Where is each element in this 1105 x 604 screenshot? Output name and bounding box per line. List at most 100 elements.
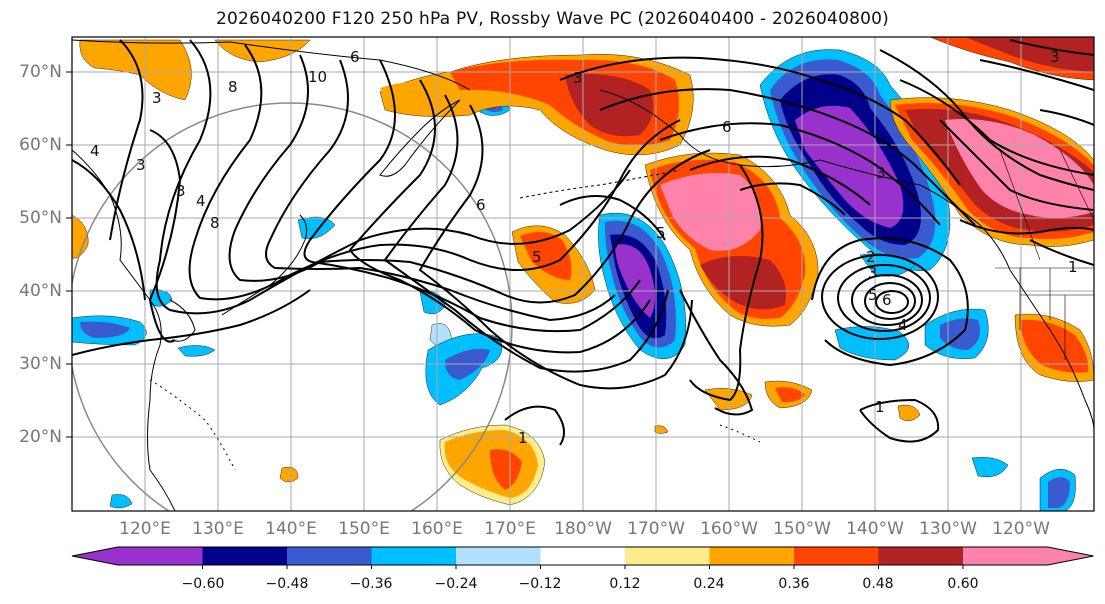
pv-contour xyxy=(1029,239,1094,266)
contour-label: 3 xyxy=(876,164,886,182)
pv-contour xyxy=(859,398,940,443)
coastline-korea xyxy=(169,299,196,342)
contour-label: 5 xyxy=(656,224,666,242)
colorbar-tick-label: 0.12 xyxy=(609,576,641,592)
pv-contour xyxy=(939,119,1094,211)
colorbar-swatch xyxy=(371,547,457,565)
lon-label-180w: 180°W xyxy=(554,519,612,539)
contour-label: 3 xyxy=(1050,48,1060,66)
axis-ticks xyxy=(66,71,72,438)
pv-contour xyxy=(155,39,631,315)
pv-contour xyxy=(109,39,144,241)
contour-label: 1 xyxy=(875,398,885,416)
contour-label: 6 xyxy=(476,196,486,214)
pv-contour xyxy=(1039,109,1094,126)
contour-label: 2 xyxy=(866,248,876,266)
colorbar-swatch xyxy=(963,547,1048,565)
pv-contour xyxy=(148,129,182,343)
pv-contour xyxy=(303,59,641,333)
pv-contour xyxy=(689,155,871,206)
coastline-alaska xyxy=(599,89,1011,271)
pv-contour xyxy=(418,104,693,390)
lon-label-130w: 130°W xyxy=(919,519,977,539)
colorbar-tick-label: −0.12 xyxy=(518,576,562,592)
lat-label-30n: 30°N xyxy=(19,354,62,374)
pv-contour xyxy=(899,79,1094,176)
colorbar-tick-label: 0.48 xyxy=(862,576,894,592)
pv-contours xyxy=(72,39,1094,446)
contour-label: 6 xyxy=(882,291,892,309)
pv-contour xyxy=(265,59,616,322)
coastline-asia xyxy=(72,149,176,511)
lon-label-170e: 170°E xyxy=(484,519,536,539)
colorbar-tick-label: −0.60 xyxy=(181,576,225,592)
contour-label: 3 xyxy=(573,69,583,87)
pv-region-positive xyxy=(490,449,522,490)
lat-label-20n: 20°N xyxy=(19,427,62,447)
pv-contour xyxy=(228,54,711,304)
pv-contour xyxy=(679,289,754,416)
pv-region-positive xyxy=(654,425,669,434)
pv-region-positive xyxy=(279,466,299,483)
pv-region-negative xyxy=(109,494,133,509)
pv-contour xyxy=(599,88,976,226)
contour-label: 3 xyxy=(136,156,146,174)
pv-region-negative xyxy=(149,289,173,307)
lat-label-40n: 40°N xyxy=(19,281,62,301)
coastline-aleutians xyxy=(519,169,681,199)
contour-label: 8 xyxy=(228,78,238,96)
contour-label: 3 xyxy=(868,264,878,282)
contour-label: 6 xyxy=(722,118,732,136)
colorbar-swatch xyxy=(456,547,541,565)
contour-label: 1 xyxy=(1068,258,1078,276)
coastline-japan xyxy=(221,214,308,316)
colorbar-tick-label: −0.24 xyxy=(434,576,478,592)
colorbar-swatch xyxy=(878,547,964,565)
contour-label: 8 xyxy=(210,214,220,232)
pv-region-negative xyxy=(795,105,904,228)
contour-label: 6 xyxy=(350,48,360,66)
colorbar-swatch xyxy=(287,547,372,565)
pv-region-negative xyxy=(971,457,1009,478)
lon-label-140e: 140°E xyxy=(265,519,317,539)
colorbar-tick-label: −0.36 xyxy=(349,576,393,592)
pv-region-positive xyxy=(565,74,654,137)
lon-label-130e: 130°E xyxy=(192,519,244,539)
colorbar-swatch xyxy=(202,547,288,565)
pv-contour xyxy=(837,264,931,332)
pv-contour xyxy=(959,219,1094,235)
colorbar-tick-label: 0.60 xyxy=(947,576,979,592)
lat-label-70n: 70°N xyxy=(19,62,62,82)
pv-contour xyxy=(851,274,923,326)
pv-region-positive xyxy=(775,387,805,403)
pv-contour xyxy=(559,56,961,186)
lon-label-170w: 170°W xyxy=(627,519,685,539)
pv-contour xyxy=(821,254,939,340)
lon-label-160e: 160°E xyxy=(411,519,463,539)
coastline-kamchatka xyxy=(379,99,461,177)
colorbar-swatch xyxy=(794,547,879,565)
pv-contour xyxy=(1009,39,1094,56)
lon-label-120e: 120°E xyxy=(119,519,171,539)
pv-contour xyxy=(188,44,681,301)
pv-contour xyxy=(879,49,1094,191)
contour-label: 3 xyxy=(176,182,186,200)
pv-region-positive xyxy=(214,39,311,63)
pv-contour xyxy=(811,237,969,367)
pv-region-positive xyxy=(965,37,1094,72)
lon-label-150e: 150°E xyxy=(338,519,390,539)
colorbar-swatch xyxy=(118,547,203,565)
lon-label-160w: 160°W xyxy=(700,519,758,539)
pv-region-negative xyxy=(177,345,216,357)
colorbar-tick-label: 0.24 xyxy=(693,576,725,592)
pv-contour xyxy=(348,79,651,354)
pv-contour xyxy=(739,182,846,216)
contour-label: 5 xyxy=(532,248,542,266)
map-frame xyxy=(71,36,1095,512)
lon-label-120w: 120°W xyxy=(992,519,1050,539)
colorbar-extend-left xyxy=(72,547,118,565)
pv-region-positive xyxy=(520,231,572,280)
map-title: 2026040200 F120 250 hPa PV, Rossby Wave … xyxy=(216,9,889,29)
pv-region-positive xyxy=(72,214,89,259)
